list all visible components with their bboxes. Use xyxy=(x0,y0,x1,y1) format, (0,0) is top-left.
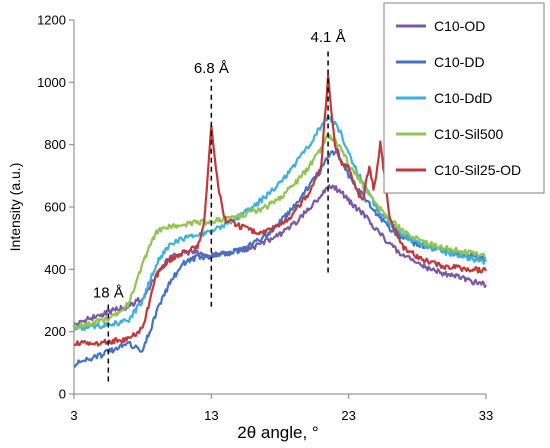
y-tick-label: 400 xyxy=(44,262,66,277)
legend-label: C10-Sil25-OD xyxy=(434,162,521,178)
legend-label: C10-DdD xyxy=(434,90,492,106)
y-axis-label: Intensity (a.u.) xyxy=(7,163,23,252)
series-layer xyxy=(72,73,488,368)
legend-label: C10-Sil500 xyxy=(434,126,503,142)
annotations-layer: 18 Å 6.8 Å 4.1 Å xyxy=(93,29,346,382)
y-tick-label: 600 xyxy=(44,200,66,215)
y-tick-label: 800 xyxy=(44,137,66,152)
series-line-c10-sil500 xyxy=(72,132,487,330)
legend-label: C10-OD xyxy=(434,18,485,34)
annotation-label: 18 Å xyxy=(93,285,124,302)
y-tick-label: 1200 xyxy=(37,13,66,28)
ticks-layer: 0 200 400 600 800 1000 1200 3 13 23 33 xyxy=(37,13,493,424)
annotation-label: 4.1 Å xyxy=(311,29,346,46)
series-line-c10-od xyxy=(72,184,487,328)
y-tick-label: 0 xyxy=(59,387,66,402)
annotation-label: 6.8 Å xyxy=(194,60,229,77)
x-tick-label: 33 xyxy=(479,408,493,423)
series-line-c10-dd xyxy=(73,150,487,368)
legend: C10-OD C10-DD C10-DdD C10-Sil500 C10-Sil25-O… xyxy=(383,2,545,194)
series-line-c10-ddd xyxy=(73,114,488,331)
x-tick-label: 3 xyxy=(70,408,77,423)
y-tick-label: 200 xyxy=(44,324,66,339)
x-tick-label: 13 xyxy=(204,408,218,423)
x-tick-label: 23 xyxy=(341,408,355,423)
series-line-c10-sil25-od xyxy=(73,73,488,347)
x-axis-label: 2θ angle, ° xyxy=(237,423,318,442)
y-tick-label: 1000 xyxy=(37,75,66,90)
legend-label: C10-DD xyxy=(434,54,485,70)
